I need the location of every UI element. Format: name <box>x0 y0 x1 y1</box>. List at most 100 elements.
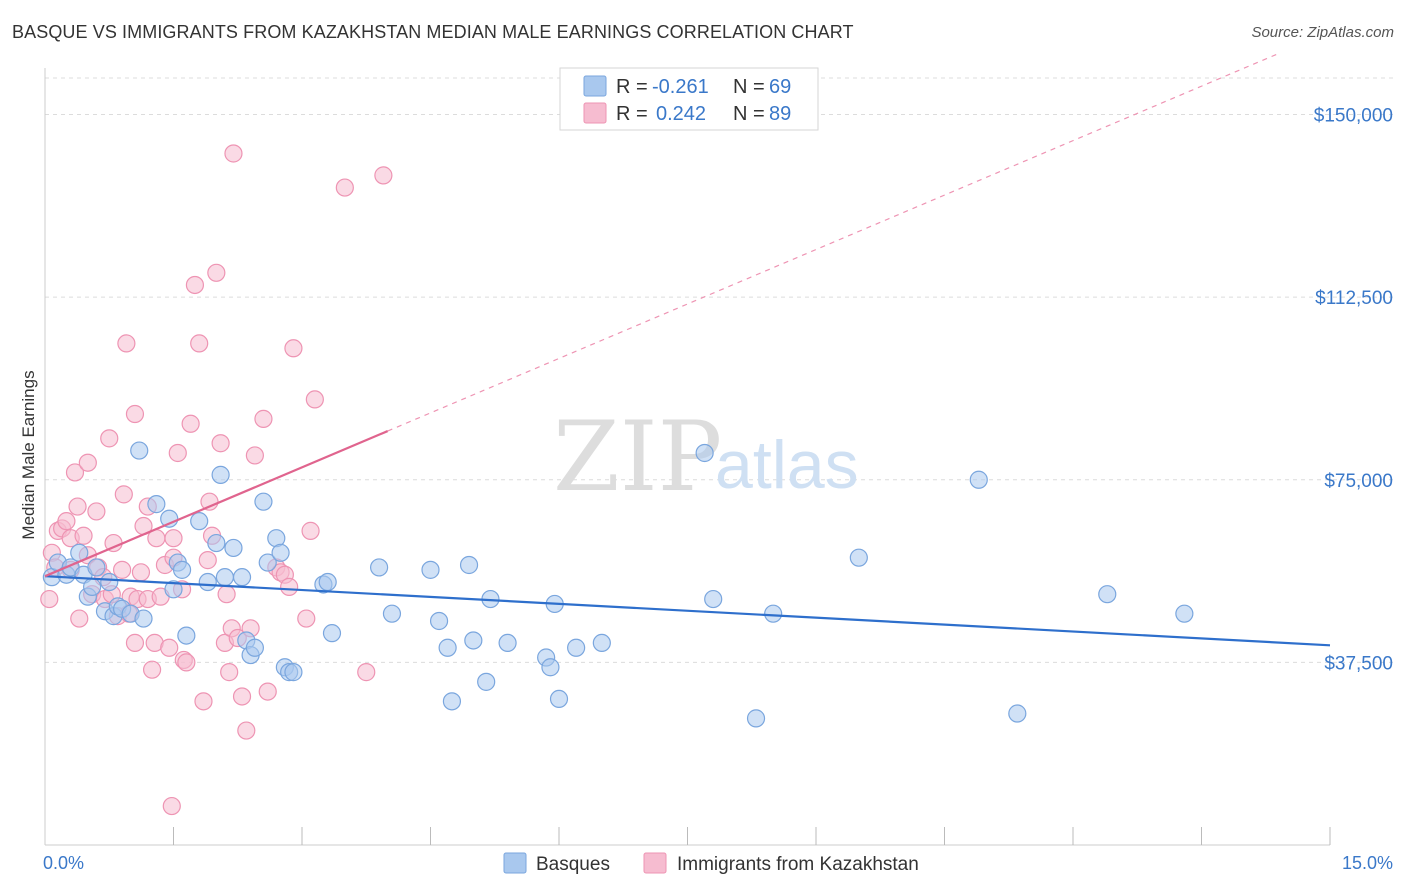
point-kazakhstan <box>74 526 93 545</box>
point-basques <box>438 638 457 657</box>
trend-line-kazakhstan-extension <box>387 53 1279 432</box>
point-basques <box>224 538 243 558</box>
point-kazakhstan <box>224 144 243 163</box>
point-kazakhstan <box>284 339 303 358</box>
point-basques <box>318 572 337 592</box>
legend-n-label-2: N = <box>733 103 765 125</box>
point-basques <box>172 560 192 579</box>
stats-legend: R = -0.261 N = 69 R = 0.242 N = 89 <box>559 67 819 131</box>
point-basques <box>83 577 102 596</box>
source-label: Source: ZipAtlas.com <box>1251 24 1394 41</box>
watermark-atlas: atlas <box>715 427 859 503</box>
point-kazakhstan <box>217 585 236 604</box>
trend-line-kazakhstan <box>44 430 389 578</box>
point-kazakhstan <box>65 463 85 482</box>
point-kazakhstan <box>245 446 264 465</box>
point-basques <box>764 604 783 623</box>
point-kazakhstan <box>87 502 106 521</box>
point-kazakhstan <box>117 334 136 353</box>
point-kazakhstan <box>100 429 119 448</box>
point-kazakhstan <box>162 796 181 816</box>
point-basques <box>207 533 226 553</box>
trend-line-basques <box>44 575 1331 647</box>
point-basques <box>254 492 273 511</box>
point-basques <box>232 568 252 587</box>
bottom-legend-swatch-basques <box>503 852 527 874</box>
point-kazakhstan <box>131 563 151 582</box>
point-kazakhstan <box>194 692 213 711</box>
point-basques <box>429 611 449 631</box>
axes <box>44 68 1331 846</box>
point-basques <box>746 709 766 728</box>
point-kazakhstan <box>254 409 273 428</box>
point-kazakhstan <box>78 453 97 472</box>
bottom-legend-basques: Basques <box>536 854 610 875</box>
point-kazakhstan <box>177 653 196 672</box>
point-basques <box>592 633 611 653</box>
point-basques <box>464 631 483 650</box>
point-basques <box>695 443 714 463</box>
point-kazakhstan <box>207 263 226 282</box>
point-kazakhstan <box>114 485 133 504</box>
point-kazakhstan <box>280 577 299 596</box>
point-kazakhstan <box>297 609 316 628</box>
point-basques <box>284 663 303 682</box>
point-kazakhstan <box>181 414 200 433</box>
x-tick-label-max: 15.0% <box>1342 853 1393 873</box>
legend-n-value-2: 89 <box>769 103 791 125</box>
x-tick-label-min: 0.0% <box>43 853 84 873</box>
point-kazakhstan <box>57 512 76 531</box>
watermark-zip: ZIP <box>553 401 722 513</box>
legend-n-label-1: N = <box>733 76 765 98</box>
point-basques <box>100 572 119 592</box>
point-kazakhstan <box>374 166 393 185</box>
y-tick-label: $150,000 <box>1314 106 1393 127</box>
y-tick-label: $112,500 <box>1315 288 1393 309</box>
point-kazakhstan <box>142 660 162 679</box>
y-tick-label: $37,500 <box>1324 653 1393 674</box>
point-kazakhstan <box>125 633 145 653</box>
point-basques <box>164 580 183 599</box>
y-tick-label: $75,000 <box>1324 471 1393 492</box>
legend-r-label-2: R = <box>616 103 648 125</box>
point-kazakhstan <box>200 492 219 511</box>
point-basques <box>147 495 166 514</box>
point-basques <box>1175 604 1194 623</box>
point-kazakhstan <box>125 404 145 424</box>
point-basques <box>1008 704 1027 723</box>
point-basques <box>459 555 479 575</box>
bottom-legend-kazakhstan: Immigrants from Kazakhstan <box>677 854 919 875</box>
point-basques <box>271 543 290 562</box>
chart-title: BASQUE VS IMMIGRANTS FROM KAZAKHSTAN MED… <box>12 22 854 42</box>
point-basques <box>134 609 153 628</box>
point-basques <box>567 638 586 657</box>
point-basques <box>541 658 560 677</box>
point-kazakhstan <box>112 560 132 579</box>
point-kazakhstan <box>70 609 89 628</box>
y-tick-labels: $37,500 $75,000 $112,500 $150,000 <box>1314 106 1393 675</box>
point-basques <box>549 689 569 709</box>
point-kazakhstan <box>237 721 256 740</box>
point-basques <box>370 558 389 577</box>
series-legend: Basques Immigrants from Kazakhstan <box>503 852 919 875</box>
point-basques <box>704 589 723 609</box>
point-kazakhstan <box>258 682 277 701</box>
point-basques <box>322 624 342 643</box>
watermark: ZIP atlas <box>553 401 859 513</box>
point-basques <box>382 604 402 623</box>
point-basques <box>258 553 277 572</box>
legend-r-value-2: 0.242 <box>656 103 706 125</box>
point-kazakhstan <box>335 178 354 197</box>
point-basques <box>442 692 462 711</box>
point-basques <box>190 512 209 531</box>
point-basques <box>849 548 868 567</box>
point-kazakhstan <box>357 663 376 682</box>
point-kazakhstan <box>301 521 320 540</box>
point-kazakhstan <box>185 275 205 295</box>
point-kazakhstan <box>168 443 187 463</box>
point-basques <box>177 626 196 645</box>
point-kazakhstan <box>232 687 252 706</box>
point-basques <box>498 633 517 653</box>
legend-n-value-1: 69 <box>769 76 791 98</box>
point-basques <box>130 441 149 460</box>
